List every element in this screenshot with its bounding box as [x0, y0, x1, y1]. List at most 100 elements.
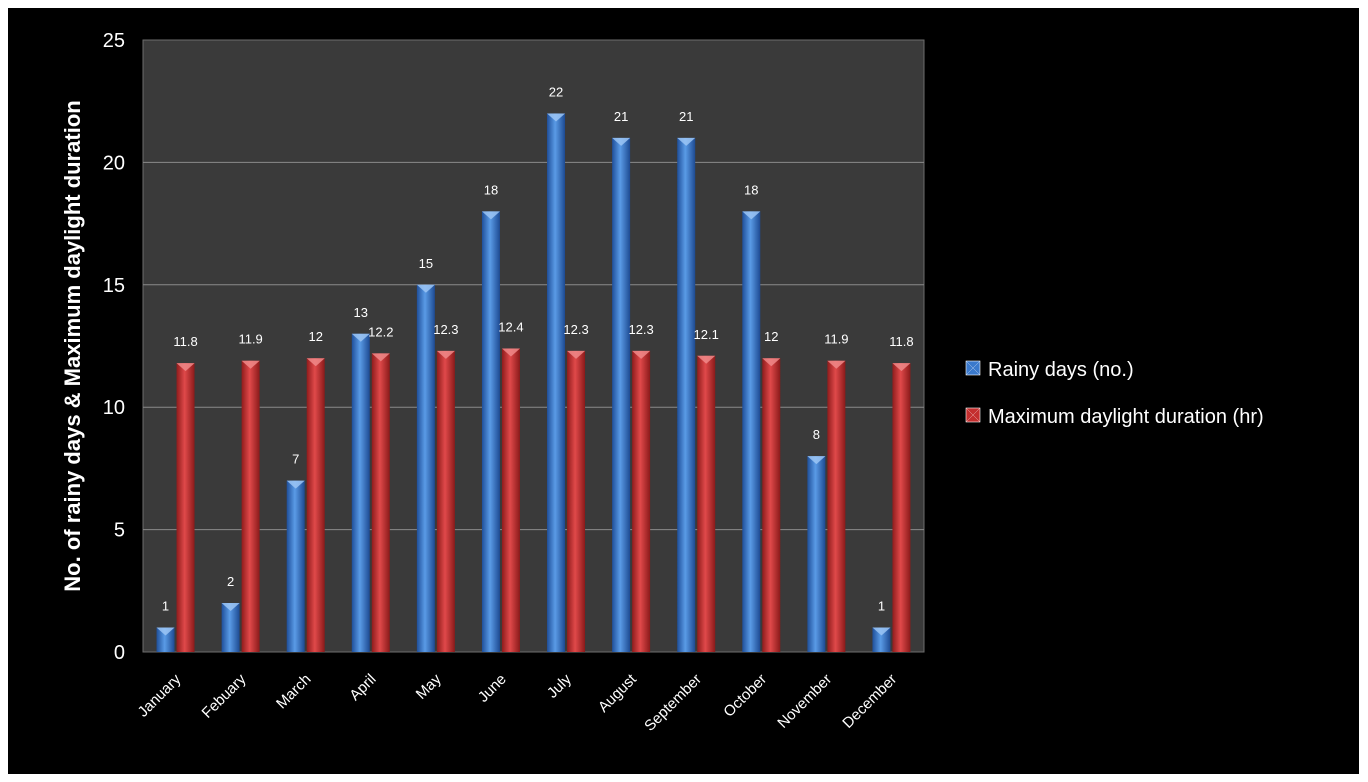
- bar-cap: [351, 333, 370, 342]
- bar-cap: [807, 456, 826, 465]
- data-label: 12.3: [433, 322, 458, 337]
- y-tick-label: 0: [114, 642, 125, 664]
- legend-label: Maximum daylight duration (hr): [988, 406, 1264, 428]
- bar-cap: [677, 137, 696, 146]
- bar-daylight-duration: [176, 363, 195, 652]
- bar-cap: [371, 353, 390, 362]
- bar-daylight-duration: [632, 350, 651, 652]
- x-tick-label: October: [720, 671, 770, 721]
- x-tick-label: April: [346, 671, 379, 704]
- data-label: 21: [614, 109, 628, 124]
- bar-daylight-duration: [371, 353, 390, 652]
- data-label: 18: [744, 182, 758, 197]
- bar-rainy-days: [481, 211, 500, 653]
- bar-cap: [892, 363, 911, 372]
- bar-rainy-days: [677, 137, 696, 653]
- x-tick-label: January: [135, 670, 185, 720]
- bar-daylight-duration: [241, 360, 260, 652]
- plot-area: [142, 39, 925, 653]
- x-tick-label: May: [413, 670, 445, 702]
- y-tick-label: 25: [103, 30, 125, 52]
- bar-cap: [762, 358, 781, 367]
- x-tick-label: Febuary: [199, 670, 250, 721]
- data-label: 15: [419, 256, 433, 271]
- bar-cap: [306, 358, 325, 367]
- bar-daylight-duration: [762, 358, 781, 652]
- bar-daylight-duration: [501, 348, 520, 652]
- bar-daylight-duration: [697, 355, 716, 652]
- bar-daylight-duration: [892, 363, 911, 652]
- legend: Rainy days (no.) Maximum daylight duratio…: [965, 359, 1264, 428]
- bar-cap: [612, 137, 631, 146]
- data-label: 12.2: [368, 324, 393, 339]
- legend-label: Rainy days (no.): [988, 359, 1134, 381]
- bar-cap: [241, 360, 260, 369]
- gridlines: [143, 161, 924, 531]
- bar-cap: [156, 627, 175, 636]
- data-label: 11.9: [824, 332, 848, 347]
- bar-cap: [481, 211, 500, 220]
- bar-rainy-days: [872, 627, 891, 652]
- data-label: 12.3: [628, 322, 653, 337]
- bar-cap: [286, 480, 305, 489]
- bar-rainy-days: [547, 113, 566, 652]
- data-label: 11.8: [889, 334, 913, 349]
- bar-cap: [436, 350, 455, 359]
- data-label: 12: [308, 329, 322, 344]
- x-tick-label: August: [595, 670, 641, 716]
- y-tick-label: 5: [114, 520, 125, 542]
- data-label: 12.3: [563, 322, 588, 337]
- x-tick-label: December: [839, 671, 900, 732]
- bar-rainy-days: [416, 284, 435, 652]
- bar-daylight-duration: [567, 350, 586, 652]
- data-label: 12.1: [694, 327, 719, 342]
- bar-cap: [416, 284, 435, 293]
- data-label: 22: [549, 84, 563, 99]
- data-label: 1: [162, 599, 169, 614]
- bar-daylight-duration: [827, 360, 846, 652]
- y-axis-label: No. of rainy days & Maximum daylight dur…: [60, 100, 85, 591]
- data-label: 13: [354, 305, 368, 320]
- bar-cap: [632, 350, 651, 359]
- bar-cap: [176, 363, 195, 372]
- data-label: 18: [484, 182, 498, 197]
- y-tick-label: 10: [103, 397, 125, 419]
- bar-cap: [501, 348, 520, 357]
- data-label: 7: [292, 452, 299, 467]
- data-label: 11.8: [173, 334, 197, 349]
- bar-daylight-duration: [436, 350, 455, 652]
- x-tick-label: July: [544, 670, 575, 701]
- bar-rainy-days: [807, 456, 826, 652]
- x-tick-label: June: [475, 671, 510, 706]
- bar-rainy-days: [612, 137, 631, 653]
- bar-cap: [567, 350, 586, 359]
- data-label: 2: [227, 574, 234, 589]
- bar-rainy-days: [742, 211, 761, 653]
- y-tick-label: 15: [103, 275, 125, 297]
- x-tick-label: March: [273, 671, 314, 712]
- data-label: 1: [878, 599, 885, 614]
- bars: [156, 113, 911, 653]
- chart-frame: 0 5 10 15 20 25 1 11.8 2 11.9 7 12 13 12.2 15 12.3 18 12…: [8, 8, 1359, 774]
- x-tick-label: November: [774, 671, 835, 732]
- bar-rainy-days: [351, 333, 370, 652]
- bar-cap: [697, 355, 716, 364]
- bar-rainy-days: [156, 627, 175, 652]
- bar-rainy-days: [221, 603, 240, 652]
- y-axis-ticks: 0 5 10 15 20 25: [103, 30, 125, 664]
- x-tick-label: September: [641, 671, 705, 735]
- legend-swatch-mark: [965, 360, 981, 376]
- bar-cap: [872, 627, 891, 636]
- bar-cap: [221, 603, 240, 612]
- data-label: 12: [764, 329, 778, 344]
- data-label: 12.4: [498, 319, 523, 334]
- y-tick-label: 20: [103, 152, 125, 174]
- bar-cap: [742, 211, 761, 220]
- data-label: 21: [679, 109, 693, 124]
- legend-swatch-mark: [965, 407, 981, 423]
- bar-cap: [547, 113, 566, 122]
- data-label: 11.9: [238, 332, 262, 347]
- bar-cap: [827, 360, 846, 369]
